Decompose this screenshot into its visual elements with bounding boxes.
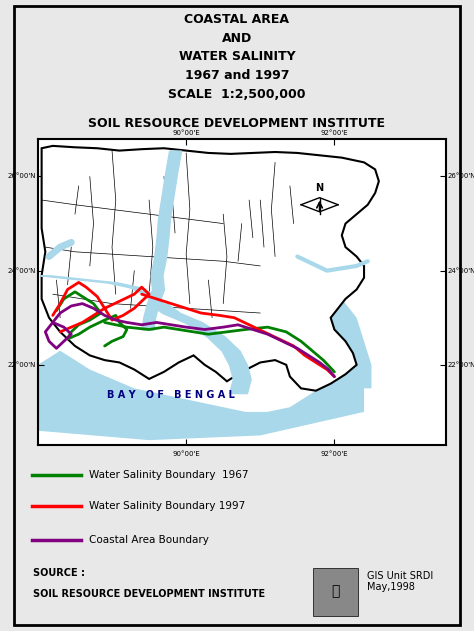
Text: Water Salinity Boundary  1967: Water Salinity Boundary 1967 — [89, 470, 248, 480]
Text: GIS Unit SRDI
May,1998: GIS Unit SRDI May,1998 — [367, 570, 433, 592]
Text: 👤: 👤 — [331, 584, 340, 599]
Text: 22°00'N: 22°00'N — [7, 362, 36, 368]
Text: 24°00'N: 24°00'N — [7, 268, 36, 274]
Text: N: N — [316, 183, 324, 193]
Text: 92°00'E: 92°00'E — [320, 451, 348, 457]
Text: 92°00'E: 92°00'E — [320, 129, 348, 136]
Text: B A Y   O F   B E N G A L: B A Y O F B E N G A L — [108, 391, 235, 401]
Polygon shape — [319, 294, 372, 388]
Text: 26°00'N: 26°00'N — [448, 174, 474, 179]
Text: 90°00'E: 90°00'E — [172, 129, 200, 136]
Text: 90°00'E: 90°00'E — [172, 451, 200, 457]
Text: 1967 and 1997: 1967 and 1997 — [185, 69, 289, 83]
Text: 22°00'N: 22°00'N — [448, 362, 474, 368]
Text: SOIL RESOURCE DEVELOPMENT INSTITUTE: SOIL RESOURCE DEVELOPMENT INSTITUTE — [33, 589, 265, 599]
Text: SOIL RESOURCE DEVELOPMENT INSTITUTE: SOIL RESOURCE DEVELOPMENT INSTITUTE — [89, 117, 385, 131]
Polygon shape — [23, 341, 364, 440]
Text: SOURCE :: SOURCE : — [33, 568, 85, 577]
Polygon shape — [42, 146, 379, 391]
Text: AND: AND — [222, 32, 252, 45]
Text: Coastal Area Boundary: Coastal Area Boundary — [89, 534, 209, 545]
Text: WATER SALINITY: WATER SALINITY — [179, 50, 295, 64]
Bar — [313, 568, 358, 616]
Text: 26°00'N: 26°00'N — [7, 174, 36, 179]
Text: SCALE  1:2,500,000: SCALE 1:2,500,000 — [168, 88, 306, 102]
Text: 24°00'N: 24°00'N — [448, 268, 474, 274]
Text: COASTAL AREA: COASTAL AREA — [184, 13, 290, 26]
Text: Water Salinity Boundary 1997: Water Salinity Boundary 1997 — [89, 502, 246, 511]
